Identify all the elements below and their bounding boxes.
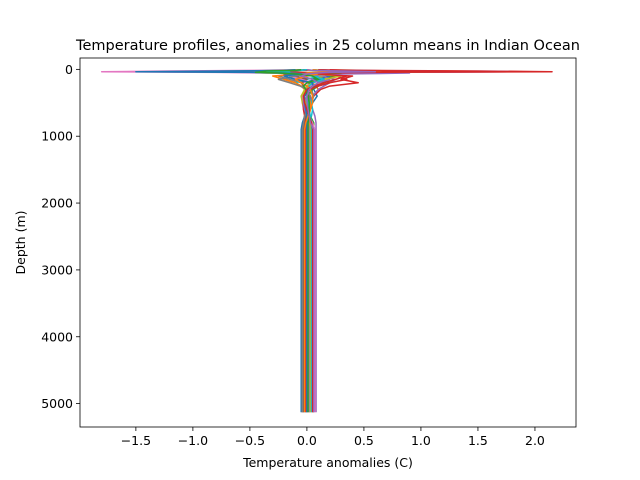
x-axis: −1.5 −1.0 −0.5 0.0 0.5 1.0 1.5 2.0 [121, 427, 545, 448]
x-tick-label: −0.5 [235, 433, 265, 448]
x-tick-label: −1.5 [121, 433, 151, 448]
x-tick-label: 1.0 [411, 433, 431, 448]
y-tick-label: 4000 [41, 329, 73, 344]
series-line-25 [300, 68, 377, 413]
x-tick-label: −1.0 [178, 433, 208, 448]
x-tick-label: 1.5 [468, 433, 488, 448]
y-tick-label: 1000 [41, 129, 73, 144]
plot-frame [79, 57, 577, 428]
y-tick-label: 3000 [41, 262, 73, 277]
x-tick-label: 0.0 [297, 433, 317, 448]
x-tick-label: 0.5 [354, 433, 374, 448]
y-axis-label: Depth (m) [13, 211, 28, 275]
y-tick-label: 2000 [41, 196, 73, 211]
series-layer [100, 68, 553, 413]
y-axis: 0 1000 2000 3000 4000 5000 [41, 62, 80, 411]
y-tick-label: 0 [65, 62, 73, 77]
chart-title: Temperature profiles, anomalies in 25 co… [75, 38, 580, 54]
x-tick-label: 2.0 [525, 433, 545, 448]
x-axis-label: Temperature anomalies (C) [242, 455, 413, 470]
series-line-21 [135, 68, 314, 413]
y-tick-label: 5000 [41, 396, 73, 411]
series-line-23 [254, 68, 320, 413]
